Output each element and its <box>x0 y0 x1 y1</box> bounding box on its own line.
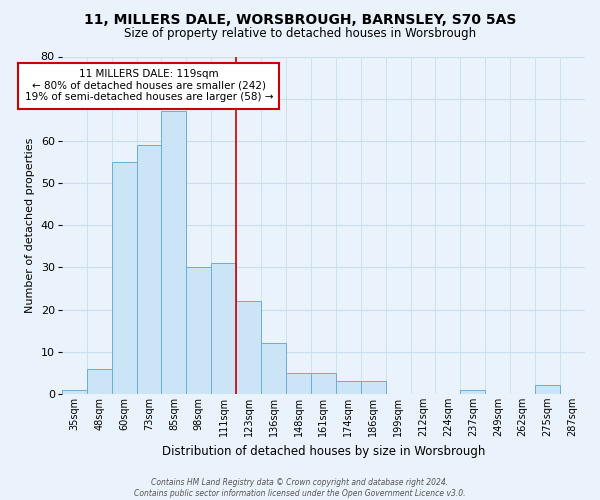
Bar <box>62 390 86 394</box>
Text: Contains HM Land Registry data © Crown copyright and database right 2024.
Contai: Contains HM Land Registry data © Crown c… <box>134 478 466 498</box>
Text: 11 MILLERS DALE: 119sqm
← 80% of detached houses are smaller (242)
19% of semi-d: 11 MILLERS DALE: 119sqm ← 80% of detache… <box>25 69 273 102</box>
Bar <box>161 112 187 394</box>
Bar <box>336 381 361 394</box>
Bar <box>286 373 311 394</box>
Bar <box>112 162 137 394</box>
Bar <box>137 145 161 394</box>
Bar <box>236 301 261 394</box>
Bar <box>535 386 560 394</box>
Text: Size of property relative to detached houses in Worsbrough: Size of property relative to detached ho… <box>124 28 476 40</box>
Bar <box>460 390 485 394</box>
Text: 11, MILLERS DALE, WORSBROUGH, BARNSLEY, S70 5AS: 11, MILLERS DALE, WORSBROUGH, BARNSLEY, … <box>84 12 516 26</box>
Bar <box>86 368 112 394</box>
Bar <box>211 263 236 394</box>
Bar <box>187 268 211 394</box>
Bar <box>261 344 286 394</box>
Y-axis label: Number of detached properties: Number of detached properties <box>25 138 35 313</box>
X-axis label: Distribution of detached houses by size in Worsbrough: Distribution of detached houses by size … <box>161 444 485 458</box>
Bar <box>361 381 386 394</box>
Bar <box>311 373 336 394</box>
